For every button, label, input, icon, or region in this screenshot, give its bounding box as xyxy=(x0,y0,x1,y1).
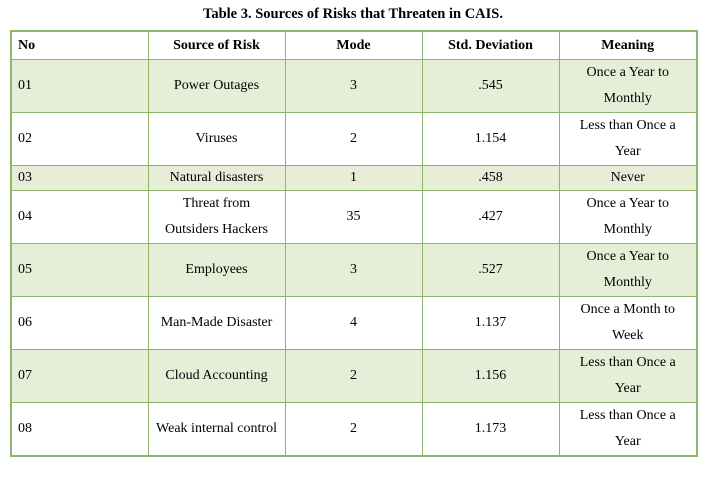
cell-std: .545 xyxy=(421,59,560,113)
cell-source: Viruses xyxy=(147,112,286,166)
cell-mode: 3 xyxy=(284,243,423,297)
table-row: 06 Man-Made Disaster 4 1.137 Once a Mont… xyxy=(10,296,698,350)
cell-no: 08 xyxy=(10,402,149,457)
header-source-of-risk: Source of Risk xyxy=(147,30,286,60)
header-row: No Source of Risk Mode Std. Deviation Me… xyxy=(10,30,698,60)
header-meaning: Meaning xyxy=(558,30,698,60)
cell-source: Power Outages xyxy=(147,59,286,113)
cell-no: 04 xyxy=(10,190,149,244)
header-no: No xyxy=(10,30,149,60)
cell-std: .527 xyxy=(421,243,560,297)
table-row: 02 Viruses 2 1.154 Less than Once a Year xyxy=(10,112,698,166)
table-row: 04 Threat from Outsiders Hackers 35 .427… xyxy=(10,190,698,244)
cell-mode: 2 xyxy=(284,402,423,457)
cell-std: 1.173 xyxy=(421,402,560,457)
cell-meaning: Once a Year to Monthly xyxy=(558,190,698,244)
cell-std: 1.154 xyxy=(421,112,560,166)
cell-source: Employees xyxy=(147,243,286,297)
cell-source: Threat from Outsiders Hackers xyxy=(147,190,286,244)
risk-sources-table: No Source of Risk Mode Std. Deviation Me… xyxy=(10,30,698,457)
cell-meaning: Less than Once a Year xyxy=(558,349,698,403)
cell-source: Natural disasters xyxy=(147,165,286,191)
table-row: 08 Weak internal control 2 1.173 Less th… xyxy=(10,402,698,457)
cell-mode: 2 xyxy=(284,349,423,403)
table-row: 03 Natural disasters 1 .458 Never xyxy=(10,165,698,191)
cell-std: 1.156 xyxy=(421,349,560,403)
cell-mode: 1 xyxy=(284,165,423,191)
cell-meaning: Once a Year to Monthly xyxy=(558,243,698,297)
cell-mode: 4 xyxy=(284,296,423,350)
cell-mode: 3 xyxy=(284,59,423,113)
cell-meaning: Once a Year to Monthly xyxy=(558,59,698,113)
cell-no: 06 xyxy=(10,296,149,350)
table-row: 05 Employees 3 .527 Once a Year to Month… xyxy=(10,243,698,297)
cell-no: 05 xyxy=(10,243,149,297)
table-row: 07 Cloud Accounting 2 1.156 Less than On… xyxy=(10,349,698,403)
cell-meaning: Never xyxy=(558,165,698,191)
cell-no: 02 xyxy=(10,112,149,166)
cell-source: Weak internal control xyxy=(147,402,286,457)
cell-no: 01 xyxy=(10,59,149,113)
cell-meaning: Once a Month to Week xyxy=(558,296,698,350)
cell-std: 1.137 xyxy=(421,296,560,350)
cell-mode: 35 xyxy=(284,190,423,244)
cell-meaning: Less than Once a Year xyxy=(558,402,698,457)
header-mode: Mode xyxy=(284,30,423,60)
table-caption: Table 3. Sources of Risks that Threaten … xyxy=(203,6,503,22)
cell-meaning: Less than Once a Year xyxy=(558,112,698,166)
cell-source: Man-Made Disaster xyxy=(147,296,286,350)
table-row: 01 Power Outages 3 .545 Once a Year to M… xyxy=(10,59,698,113)
cell-std: .427 xyxy=(421,190,560,244)
cell-no: 07 xyxy=(10,349,149,403)
cell-mode: 2 xyxy=(284,112,423,166)
cell-no: 03 xyxy=(10,165,149,191)
header-std-deviation: Std. Deviation xyxy=(421,30,560,60)
cell-source: Cloud Accounting xyxy=(147,349,286,403)
cell-std: .458 xyxy=(421,165,560,191)
